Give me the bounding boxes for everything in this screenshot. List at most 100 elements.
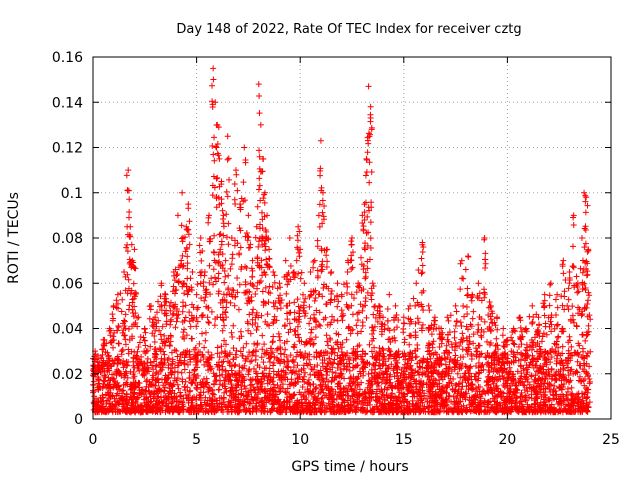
data-point (500, 360, 507, 367)
data-point (419, 321, 426, 328)
data-point (258, 168, 265, 175)
data-point (334, 293, 341, 300)
data-point (291, 316, 298, 323)
data-point (212, 99, 219, 106)
data-point (240, 179, 247, 186)
data-point (131, 246, 138, 253)
data-point (562, 356, 569, 363)
data-point (537, 346, 544, 353)
data-point (231, 302, 238, 309)
data-point (367, 245, 374, 252)
data-point (496, 373, 503, 380)
data-point (377, 398, 384, 405)
data-point (130, 280, 137, 287)
data-point (418, 303, 425, 310)
data-point (362, 390, 369, 397)
data-point (252, 314, 259, 321)
data-point (361, 201, 368, 208)
data-point (124, 271, 131, 278)
data-point (179, 263, 186, 270)
data-point (174, 369, 181, 376)
data-point (452, 302, 459, 309)
data-point (273, 371, 280, 378)
data-point (184, 260, 191, 267)
data-point (215, 386, 222, 393)
data-point (132, 293, 139, 300)
data-point (188, 379, 195, 386)
data-point (331, 374, 338, 381)
data-point (174, 305, 181, 312)
data-point (284, 403, 291, 410)
data-point (298, 338, 305, 345)
data-point (201, 297, 208, 304)
data-point (122, 341, 129, 348)
data-point (231, 371, 238, 378)
data-point (197, 357, 204, 364)
data-point (271, 272, 278, 279)
data-point (398, 408, 405, 415)
data-point (393, 400, 400, 407)
data-point (206, 238, 213, 245)
data-point (243, 264, 250, 271)
data-point (174, 212, 181, 219)
data-point (174, 381, 181, 388)
data-point (380, 361, 387, 368)
data-point (565, 401, 572, 408)
data-point (210, 65, 217, 72)
data-point (316, 321, 323, 328)
data-point (292, 327, 299, 334)
data-point (417, 377, 424, 384)
data-point (359, 319, 366, 326)
data-point (150, 321, 157, 328)
data-point (332, 370, 339, 377)
data-point (249, 316, 256, 323)
data-point (368, 204, 375, 211)
data-point (264, 212, 271, 219)
data-point (230, 356, 237, 363)
data-point (266, 283, 273, 290)
data-point (266, 391, 273, 398)
data-point (194, 386, 201, 393)
data-point (210, 151, 217, 158)
data-point (445, 338, 452, 345)
data-point (104, 381, 111, 388)
data-point (304, 380, 311, 387)
data-point (552, 376, 559, 383)
data-point (445, 408, 452, 415)
data-point (348, 302, 355, 309)
data-point (314, 267, 321, 274)
data-point (167, 299, 174, 306)
data-point (405, 355, 412, 362)
chart-title: Day 148 of 2022, Rate Of TEC Index for r… (176, 22, 521, 37)
data-point (177, 389, 184, 396)
data-point (192, 409, 199, 416)
data-point (198, 257, 205, 264)
data-point (261, 350, 268, 357)
data-point (274, 305, 281, 312)
data-point (223, 234, 230, 241)
data-point (230, 322, 237, 329)
data-point (556, 406, 563, 413)
data-point (243, 340, 250, 347)
data-point (430, 326, 437, 333)
data-point (236, 367, 243, 374)
data-point (432, 349, 439, 356)
data-point (157, 293, 164, 300)
data-point (188, 315, 195, 322)
data-point (372, 366, 379, 373)
data-point (115, 322, 122, 329)
data-point (163, 396, 170, 403)
data-point (405, 403, 412, 410)
data-point (193, 323, 200, 330)
data-point (120, 327, 127, 334)
data-point (406, 320, 413, 327)
data-point (518, 341, 525, 348)
data-point (304, 362, 311, 369)
data-point (323, 246, 330, 253)
data-point (517, 324, 524, 331)
data-point (155, 371, 162, 378)
data-point (451, 334, 458, 341)
data-point (547, 405, 554, 412)
data-point (417, 364, 424, 371)
data-point (418, 270, 425, 277)
